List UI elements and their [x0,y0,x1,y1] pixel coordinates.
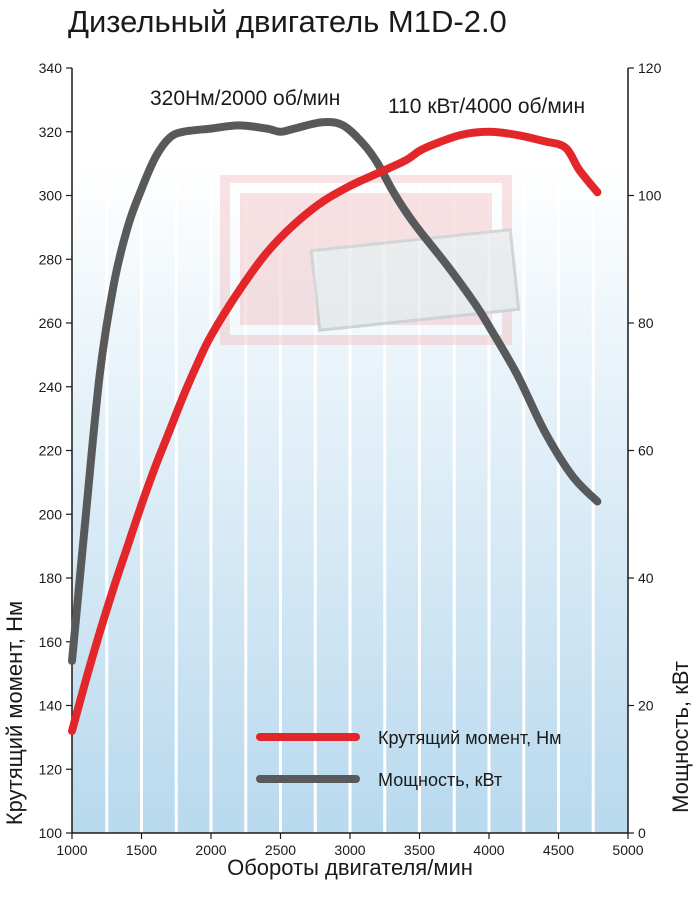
x-tick-label: 1500 [126,842,157,858]
x-tick-label: 1000 [56,842,87,858]
y-tick-label: 220 [39,443,63,459]
y-tick-label: 160 [39,634,63,650]
x-tick-label: 3500 [404,842,435,858]
x-tick-label: 2500 [265,842,296,858]
series [68,117,602,735]
y-tick-label: 200 [39,506,63,522]
watermark-logo [220,175,521,345]
y-tick-label: 280 [39,251,63,267]
legend-label-power: Мощность, кВт [378,770,502,790]
x-ticks: 1000 1500 2000 2500 3000 3500 4000 4500 5000 [56,833,644,858]
annotation-power-peak: 110 кВт/4000 об/мин [388,95,585,118]
y-tick-label: 180 [39,570,63,586]
x-tick-label: 4500 [543,842,574,858]
y2-tick-label: 120 [638,60,662,76]
y2-axis-title: Мощность, кВт [668,661,693,813]
grid [105,108,595,833]
y2-ticks: 0 20 40 60 80 100 120 [628,60,662,841]
annotation-torque-peak: 320Нм/2000 об/мин [150,87,340,110]
legend: Крутящий момент, Нм Мощность, кВт [256,728,562,790]
y-tick-label: 300 [39,188,63,204]
x-tick-label: 3000 [334,842,365,858]
y-tick-label: 240 [39,379,63,395]
y2-tick-label: 40 [638,570,654,586]
y-tick-label: 100 [39,825,63,841]
x-axis-title: Обороты двигателя/мин [227,855,473,880]
x-tick-label: 2000 [195,842,226,858]
y-axis-title: Крутящий момент, Нм [2,601,27,825]
y2-tick-label: 60 [638,443,654,459]
x-tick-label: 5000 [612,842,643,858]
series-line-power [68,117,602,665]
y-tick-label: 140 [39,698,63,714]
y-tick-label: 260 [39,315,63,331]
y-tick-label: 120 [39,761,63,777]
legend-label-torque: Крутящий момент, Нм [378,728,562,748]
chart-title: Дизельный двигатель M1D-2.0 [68,4,507,39]
y-ticks: 100 120 140 160 180 200 220 240 260 280 300 320 340 [39,60,72,841]
y2-tick-label: 0 [638,825,646,841]
series-line-torque [68,127,602,735]
y2-tick-label: 100 [638,188,662,204]
y-tick-label: 320 [39,124,63,140]
y-tick-label: 340 [39,60,63,76]
x-tick-label: 4000 [473,842,504,858]
y2-tick-label: 80 [638,315,654,331]
y2-tick-label: 20 [638,698,654,714]
